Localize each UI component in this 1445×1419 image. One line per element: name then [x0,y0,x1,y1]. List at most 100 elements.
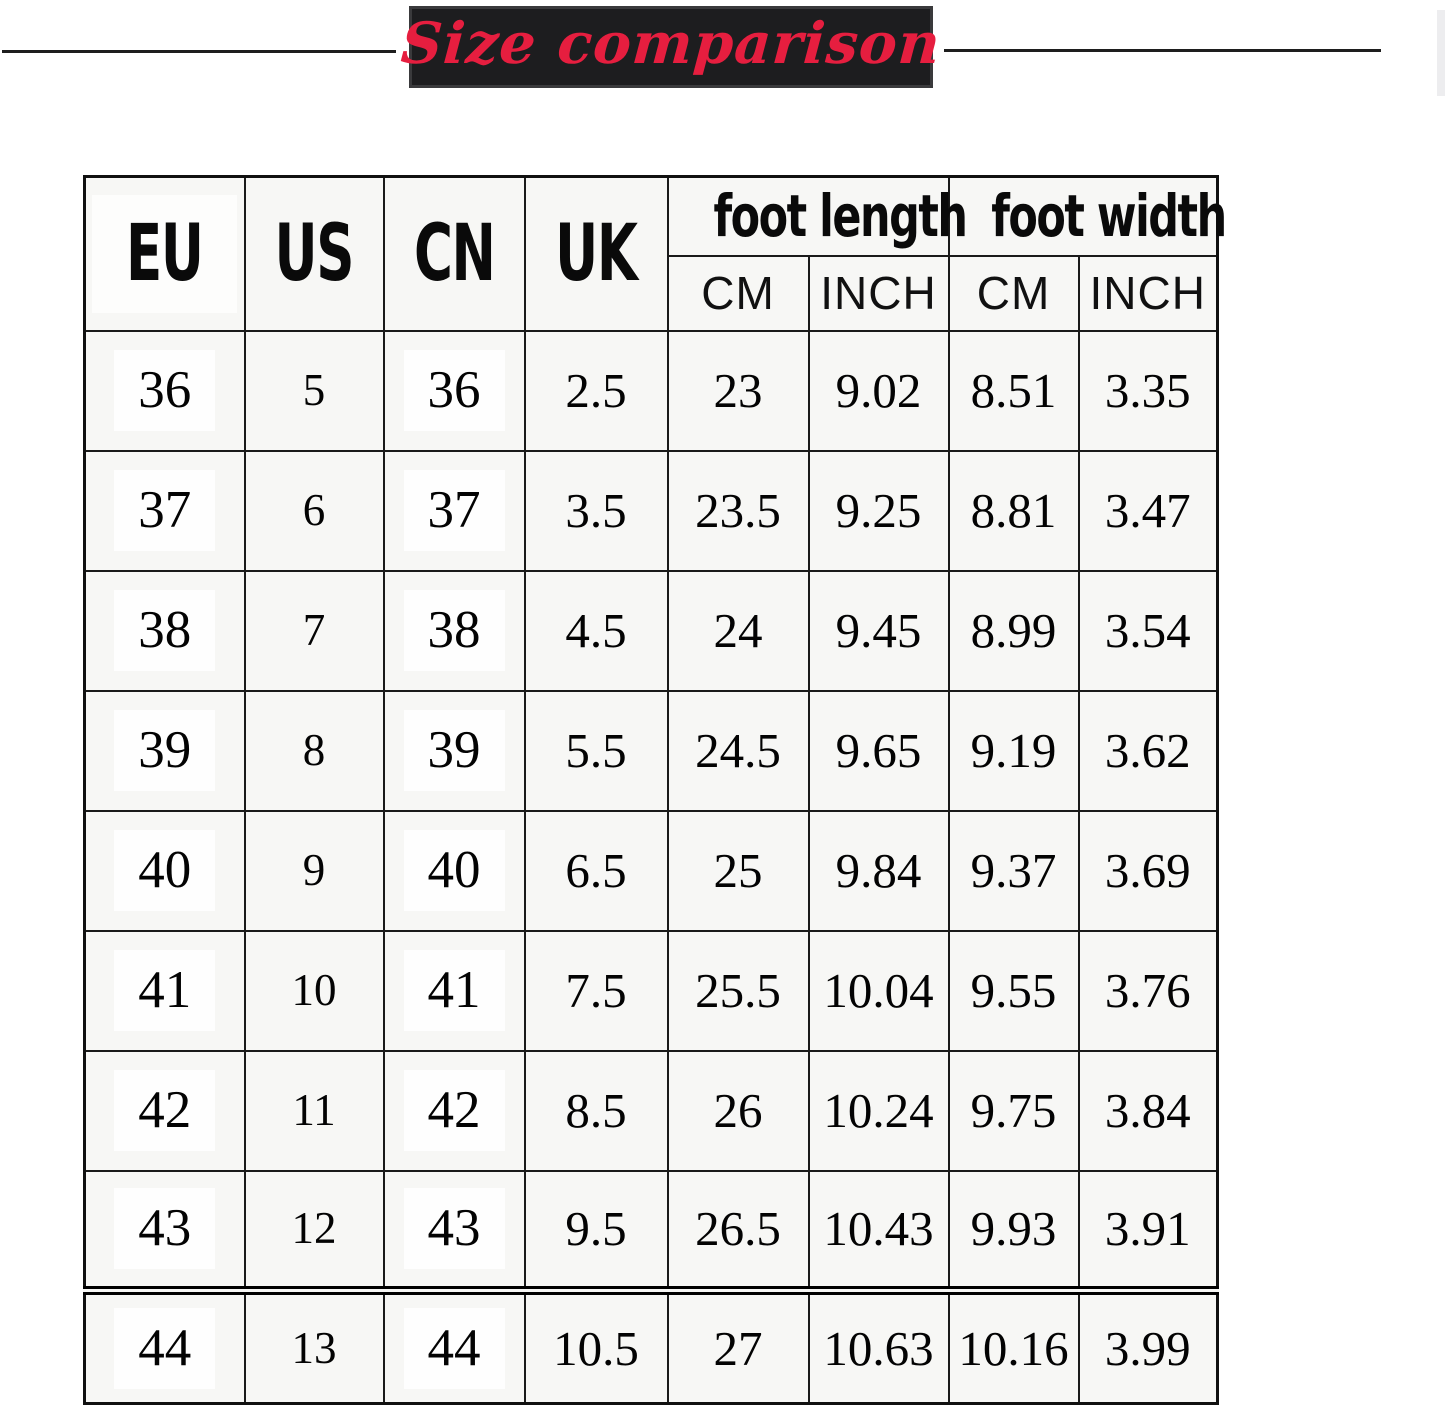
cell-us: 12 [243,1169,385,1292]
cell-us: 6 [243,449,385,572]
header-cn-label: CN [413,208,496,299]
table-row: 41 10 41 7.5 25.5 10.04 9.55 3.76 [83,929,1219,1052]
cell-footlength-inch: 10.24 [807,1049,950,1172]
header-foot-length: foot length [666,175,967,257]
cell-footlength-inch: 9.25 [807,449,950,572]
cell-us: 10 [243,929,385,1052]
cell-footlength-inch: 9.84 [807,809,950,932]
cell-uk: 2.5 [523,329,669,452]
cell-footwidth-inch: 3.54 [1077,569,1219,692]
cell-eu: 37 [83,449,246,572]
title-box: Size comparison [399,6,943,88]
table-row: 39 8 39 5.5 24.5 9.65 9.19 3.62 [83,689,1219,812]
page-title: Size comparison [399,9,944,77]
cell-uk: 5.5 [523,689,669,812]
cell-cn: 37 [382,449,526,572]
header-cn: CN [382,175,526,332]
cell-footlength-cm: 23.5 [666,449,810,572]
cell-footlength-cm: 24 [666,569,810,692]
cell-footwidth-cm: 8.51 [947,329,1080,452]
cell-uk: 8.5 [523,1049,669,1172]
cell-footlength-inch: 9.65 [807,689,950,812]
cell-cn: 38 [382,569,526,692]
cell-uk: 9.5 [523,1169,669,1292]
cell-footlength-cm: 25 [666,809,810,932]
cell-eu: 43 [83,1169,246,1292]
header-length-cm-label: CM [701,267,775,319]
cell-eu: 38 [83,569,246,692]
cell-footlength-inch: 10.63 [807,1286,950,1405]
table-row: 37 6 37 3.5 23.5 9.25 8.81 3.47 [83,449,1219,572]
cell-footwidth-cm: 9.93 [947,1169,1080,1292]
table-row: 36 5 36 2.5 23 9.02 8.51 3.35 [83,329,1219,452]
cell-footlength-cm: 26 [666,1049,810,1172]
cell-footwidth-inch: 3.35 [1077,329,1219,452]
cell-footwidth-cm: 9.19 [947,689,1080,812]
header-length-inch-label: INCH [820,267,937,319]
decorative-line-left [2,50,396,53]
cell-footlength-cm: 23 [666,329,810,452]
header-width-cm-label: CM [976,267,1051,319]
cell-us: 5 [243,329,385,452]
cell-footwidth-inch: 3.76 [1077,929,1219,1052]
cell-footwidth-inch: 3.62 [1077,689,1219,812]
cell-footwidth-cm: 8.99 [947,569,1080,692]
header-eu-label: EU [126,208,204,299]
cell-footlength-cm: 24.5 [666,689,810,812]
cell-footwidth-cm: 9.55 [947,929,1080,1052]
cell-eu: 42 [83,1049,246,1172]
cell-footwidth-cm: 9.75 [947,1049,1080,1172]
cell-footlength-inch: 10.04 [807,929,950,1052]
decorative-line-right [944,49,1381,52]
cell-footlength-inch: 9.02 [807,329,950,452]
edge-artifact [1437,10,1445,96]
cell-uk: 7.5 [523,929,669,1052]
cell-footwidth-cm: 10.16 [947,1286,1080,1405]
header-length-cm: CM [666,254,810,332]
header-uk-label: UK [555,208,638,299]
table-row: 40 9 40 6.5 25 9.84 9.37 3.69 [83,809,1219,932]
header-foot-length-label: foot length [712,182,967,251]
cell-cn: 39 [382,689,526,812]
cell-footlength-inch: 9.45 [807,569,950,692]
cell-footwidth-cm: 9.37 [947,809,1080,932]
cell-footwidth-inch: 3.99 [1077,1286,1219,1405]
cell-footwidth-inch: 3.91 [1077,1169,1219,1292]
cell-footwidth-inch: 3.69 [1077,809,1219,932]
cell-us: 8 [243,689,385,812]
cell-footwidth-inch: 3.84 [1077,1049,1219,1172]
cell-cn: 43 [382,1169,526,1292]
header-uk: UK [523,175,669,332]
cell-uk: 3.5 [523,449,669,572]
header-length-inch: INCH [807,254,950,332]
cell-footwidth-inch: 3.47 [1077,449,1219,572]
cell-cn: 44 [382,1286,526,1405]
cell-us: 11 [243,1049,385,1172]
header-width-cm: CM [947,254,1080,332]
cell-footlength-cm: 25.5 [666,929,810,1052]
header-foot-width-label: foot width [990,182,1227,251]
cell-cn: 40 [382,809,526,932]
cell-uk: 10.5 [523,1286,669,1405]
header-us-label: US [274,208,355,299]
table-row: 42 11 42 8.5 26 10.24 9.75 3.84 [83,1049,1219,1172]
header-width-inch: INCH [1077,254,1219,332]
cell-uk: 4.5 [523,569,669,692]
table-row: 38 7 38 4.5 24 9.45 8.99 3.54 [83,569,1219,692]
cell-eu: 41 [83,929,246,1052]
cell-eu: 44 [83,1286,246,1405]
table-row: 43 12 43 9.5 26.5 10.43 9.93 3.91 [83,1169,1219,1292]
cell-us: 13 [243,1286,385,1405]
header-eu-patch: EU [92,194,238,313]
cell-cn: 41 [382,929,526,1052]
cell-us: 9 [243,809,385,932]
header-us: US [243,175,385,332]
cell-footlength-cm: 27 [666,1286,810,1405]
cell-cn: 42 [382,1049,526,1172]
cell-footlength-cm: 26.5 [666,1169,810,1292]
table-row: 44 13 44 10.5 27 10.63 10.16 3.99 [83,1286,1219,1405]
cell-eu: 40 [83,809,246,932]
cell-us: 7 [243,569,385,692]
cell-uk: 6.5 [523,809,669,932]
header-foot-width: foot width [947,175,1227,257]
